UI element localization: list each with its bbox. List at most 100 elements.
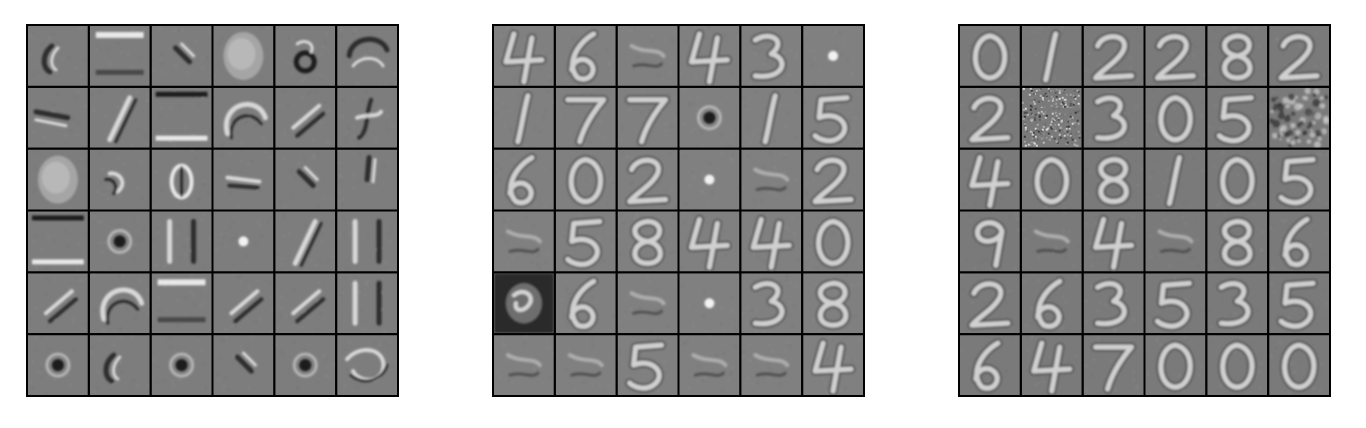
filter-grid-panel-3	[958, 24, 1331, 397]
filter-cell-r5-c2	[617, 335, 678, 395]
filter-cell-r5-c1	[1021, 335, 1082, 396]
filter-cell-r4-c1	[555, 273, 616, 334]
filter-cell-r2-c5	[803, 149, 863, 210]
filter-cell-r2-c2	[151, 149, 212, 210]
filter-cell-r1-c0	[960, 87, 1020, 148]
filter-cell-r3-c3	[213, 211, 274, 272]
filter-cell-r0-c5	[337, 26, 397, 86]
filter-cell-r2-c3	[679, 149, 740, 210]
filter-cell-r0-c5	[803, 26, 863, 86]
filter-cell-r5-c1	[89, 335, 150, 395]
filter-cell-r4-c2	[151, 273, 212, 334]
filter-cell-r2-c5	[1269, 149, 1329, 210]
filter-cell-r0-c4	[741, 26, 802, 86]
filter-cell-r5-c0	[28, 335, 88, 395]
filter-grid-panel-2	[492, 24, 865, 397]
filter-cell-r4-c4	[275, 273, 336, 334]
filter-cell-r1-c5	[337, 87, 397, 148]
filter-cell-r1-c3	[213, 87, 274, 148]
filter-cell-r5-c2	[151, 335, 212, 395]
filter-cell-r5-c1	[555, 335, 616, 395]
filter-cell-r3-c3	[679, 211, 740, 272]
filter-cell-r4-c1	[1021, 273, 1082, 334]
filter-cell-r0-c1	[89, 26, 150, 86]
filter-cell-r4-c3	[679, 273, 740, 334]
filter-cell-r0-c1	[555, 26, 616, 86]
filter-cell-r0-c3	[213, 26, 274, 86]
filter-cell-r2-c0	[960, 149, 1020, 210]
filter-cell-r1-c4	[1207, 87, 1268, 148]
filter-cell-r0-c3	[679, 26, 740, 86]
filter-cell-r2-c1	[1021, 149, 1082, 210]
filter-cell-r0-c0	[28, 26, 88, 86]
filter-cell-r1-c5	[1269, 87, 1330, 148]
filter-cell-r3-c1	[555, 211, 616, 272]
filter-cell-r0-c3	[1145, 26, 1206, 86]
filter-cell-r3-c2	[151, 211, 212, 272]
filter-cell-r3-c1	[89, 211, 150, 272]
filter-cell-r2-c4	[1207, 149, 1268, 210]
filter-cell-r4-c2	[1083, 273, 1144, 334]
filter-cell-r2-c3	[213, 149, 274, 210]
filter-cell-r4-c1	[89, 273, 150, 334]
filter-cell-r2-c4	[275, 149, 336, 210]
filter-cell-r3-c4	[741, 211, 802, 272]
filter-cell-r5-c5	[803, 335, 863, 396]
filter-cell-r4-c5	[337, 273, 397, 334]
filter-cell-r3-c2	[617, 211, 678, 272]
filter-cell-r1-c0	[28, 87, 88, 148]
filter-cell-r0-c4	[275, 26, 336, 86]
filter-cell-r3-c0	[28, 211, 88, 272]
filter-cell-r2-c0	[494, 149, 554, 210]
filter-cell-r1-c2	[151, 87, 212, 148]
filter-cell-r5-c4	[275, 335, 336, 395]
filter-cell-r5-c3	[213, 335, 274, 395]
filter-cell-r1-c2	[1083, 87, 1144, 148]
filter-cell-r1-c4	[275, 87, 336, 148]
filter-cell-r3-c5	[337, 211, 397, 272]
filter-cell-r3-c3	[1145, 211, 1206, 272]
filter-cell-r2-c1	[555, 149, 616, 210]
filter-cell-r3-c1	[1021, 211, 1082, 272]
filter-cell-r0-c2	[151, 26, 212, 86]
filter-cell-r4-c3	[213, 273, 274, 334]
filter-cell-r5-c5	[1269, 335, 1329, 395]
filter-cell-r1-c2	[617, 87, 678, 148]
filter-cell-r5-c4	[1207, 335, 1268, 395]
filter-grid-svg	[958, 24, 1331, 397]
filter-cell-r1-c4	[741, 87, 802, 148]
filter-cell-r1-c1	[89, 87, 150, 148]
filter-cell-r0-c2	[617, 26, 678, 86]
filter-cell-r1-c0	[494, 87, 554, 148]
filter-cell-r0-c5	[1269, 26, 1329, 86]
filter-cell-r5-c5	[337, 335, 397, 395]
filter-cell-r2-c2	[617, 149, 678, 210]
filter-cell-r1-c1	[1021, 87, 1082, 148]
filter-cell-r5-c3	[1145, 335, 1206, 395]
filter-cell-r4-c5	[803, 273, 863, 334]
filter-cell-r3-c0	[960, 211, 1020, 272]
filter-cell-r3-c4	[275, 211, 336, 272]
filter-cell-r4-c3	[1145, 273, 1206, 334]
filter-cell-r1-c3	[1145, 87, 1206, 148]
filter-cell-r3-c5	[803, 211, 863, 272]
filter-cell-r1-c1	[555, 87, 616, 148]
filter-cell-r2-c3	[1145, 149, 1206, 210]
filter-cell-r0-c0	[494, 26, 554, 86]
filter-cell-r4-c4	[1207, 273, 1268, 334]
filter-cell-r4-c0	[494, 273, 554, 334]
filter-cell-r2-c0	[28, 149, 88, 210]
filter-cell-r5-c4	[741, 335, 802, 395]
filter-cell-r4-c5	[1269, 273, 1329, 334]
filter-grid-svg	[492, 24, 865, 397]
filter-cell-r3-c4	[1207, 211, 1268, 272]
filter-cell-r2-c4	[741, 149, 802, 210]
filter-cell-r2-c5	[337, 149, 397, 210]
filter-cell-r2-c1	[89, 149, 150, 210]
filter-cell-r5-c0	[494, 335, 554, 395]
filter-cell-r4-c4	[741, 273, 802, 334]
filter-cell-r1-c3	[679, 87, 740, 148]
filter-cell-r0-c2	[1083, 26, 1144, 86]
filter-cell-r5-c3	[679, 335, 740, 395]
filter-cell-r0-c4	[1207, 26, 1268, 86]
